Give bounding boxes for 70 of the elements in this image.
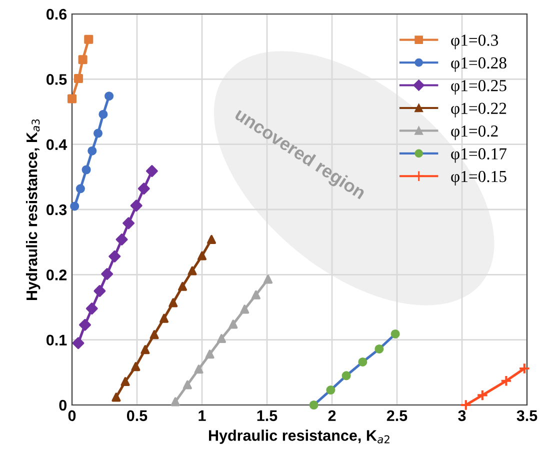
point xyxy=(116,234,128,246)
point xyxy=(182,380,192,390)
point xyxy=(98,110,108,119)
point xyxy=(78,55,88,64)
y-tick-label: 0 xyxy=(59,400,67,411)
point xyxy=(112,392,121,402)
point xyxy=(251,290,260,300)
x-tick-label: 0 xyxy=(68,410,76,422)
point xyxy=(104,92,114,101)
point xyxy=(500,374,512,387)
point xyxy=(138,182,150,195)
point xyxy=(228,320,238,329)
point xyxy=(76,184,85,194)
y-tick-label: 0.6 xyxy=(46,8,67,20)
point xyxy=(70,202,80,211)
legend-label: φ1=0.2 xyxy=(451,125,498,140)
point xyxy=(264,274,273,284)
x-tick-label: 2 xyxy=(328,410,336,421)
legend-label: φ1=0.25 xyxy=(451,80,506,95)
point xyxy=(101,268,114,280)
x-tick-label: 2.5 xyxy=(386,410,408,422)
legend-label: φ1=0.3 xyxy=(451,34,498,50)
point xyxy=(160,314,169,323)
point xyxy=(67,94,77,104)
point xyxy=(206,234,216,244)
point xyxy=(74,74,84,84)
point xyxy=(460,399,472,411)
y-tick-label: 0.5 xyxy=(46,74,67,85)
y-tick-label: 0.1 xyxy=(46,334,67,346)
legend-label: φ1=0.22 xyxy=(451,102,506,118)
point xyxy=(168,298,178,308)
legend-label: φ1=0.15 xyxy=(451,170,506,186)
x-axis-title: Hydraulic resistance, K$_{a2}$ xyxy=(209,430,390,444)
point xyxy=(197,251,207,260)
point xyxy=(82,165,91,174)
point xyxy=(240,304,250,314)
point xyxy=(188,266,197,276)
x-tick-label: 3 xyxy=(458,410,466,422)
point xyxy=(122,217,135,230)
point xyxy=(150,330,159,340)
point xyxy=(108,250,121,262)
point xyxy=(178,282,188,291)
point xyxy=(79,318,91,331)
y-axis-title: Hydraulic resistance, K$_{a3}$ xyxy=(26,119,40,300)
x-tick-label: 1 xyxy=(198,410,206,421)
point xyxy=(93,128,103,138)
legend-label: φ1=0.28 xyxy=(451,57,506,72)
point xyxy=(476,389,488,402)
point xyxy=(216,334,226,344)
legend-label: φ1=0.17 xyxy=(451,148,507,163)
y-tick-label: 0.3 xyxy=(46,204,67,216)
y-tick-label: 0.4 xyxy=(46,139,68,150)
point xyxy=(194,364,204,374)
point xyxy=(94,285,106,297)
point xyxy=(131,362,140,372)
point xyxy=(72,337,84,350)
point xyxy=(84,34,94,44)
point xyxy=(130,200,142,212)
x-tick-label: 0.5 xyxy=(126,410,148,422)
point xyxy=(140,345,150,354)
point xyxy=(120,377,130,386)
y-tick-label: 0.2 xyxy=(46,270,67,280)
point xyxy=(518,362,530,374)
point xyxy=(86,302,98,315)
point xyxy=(170,397,180,406)
point xyxy=(88,146,97,156)
point xyxy=(205,350,214,359)
x-tick-label: 1.5 xyxy=(257,410,278,422)
x-tick-label: 3.5 xyxy=(516,410,538,422)
point xyxy=(146,165,158,178)
